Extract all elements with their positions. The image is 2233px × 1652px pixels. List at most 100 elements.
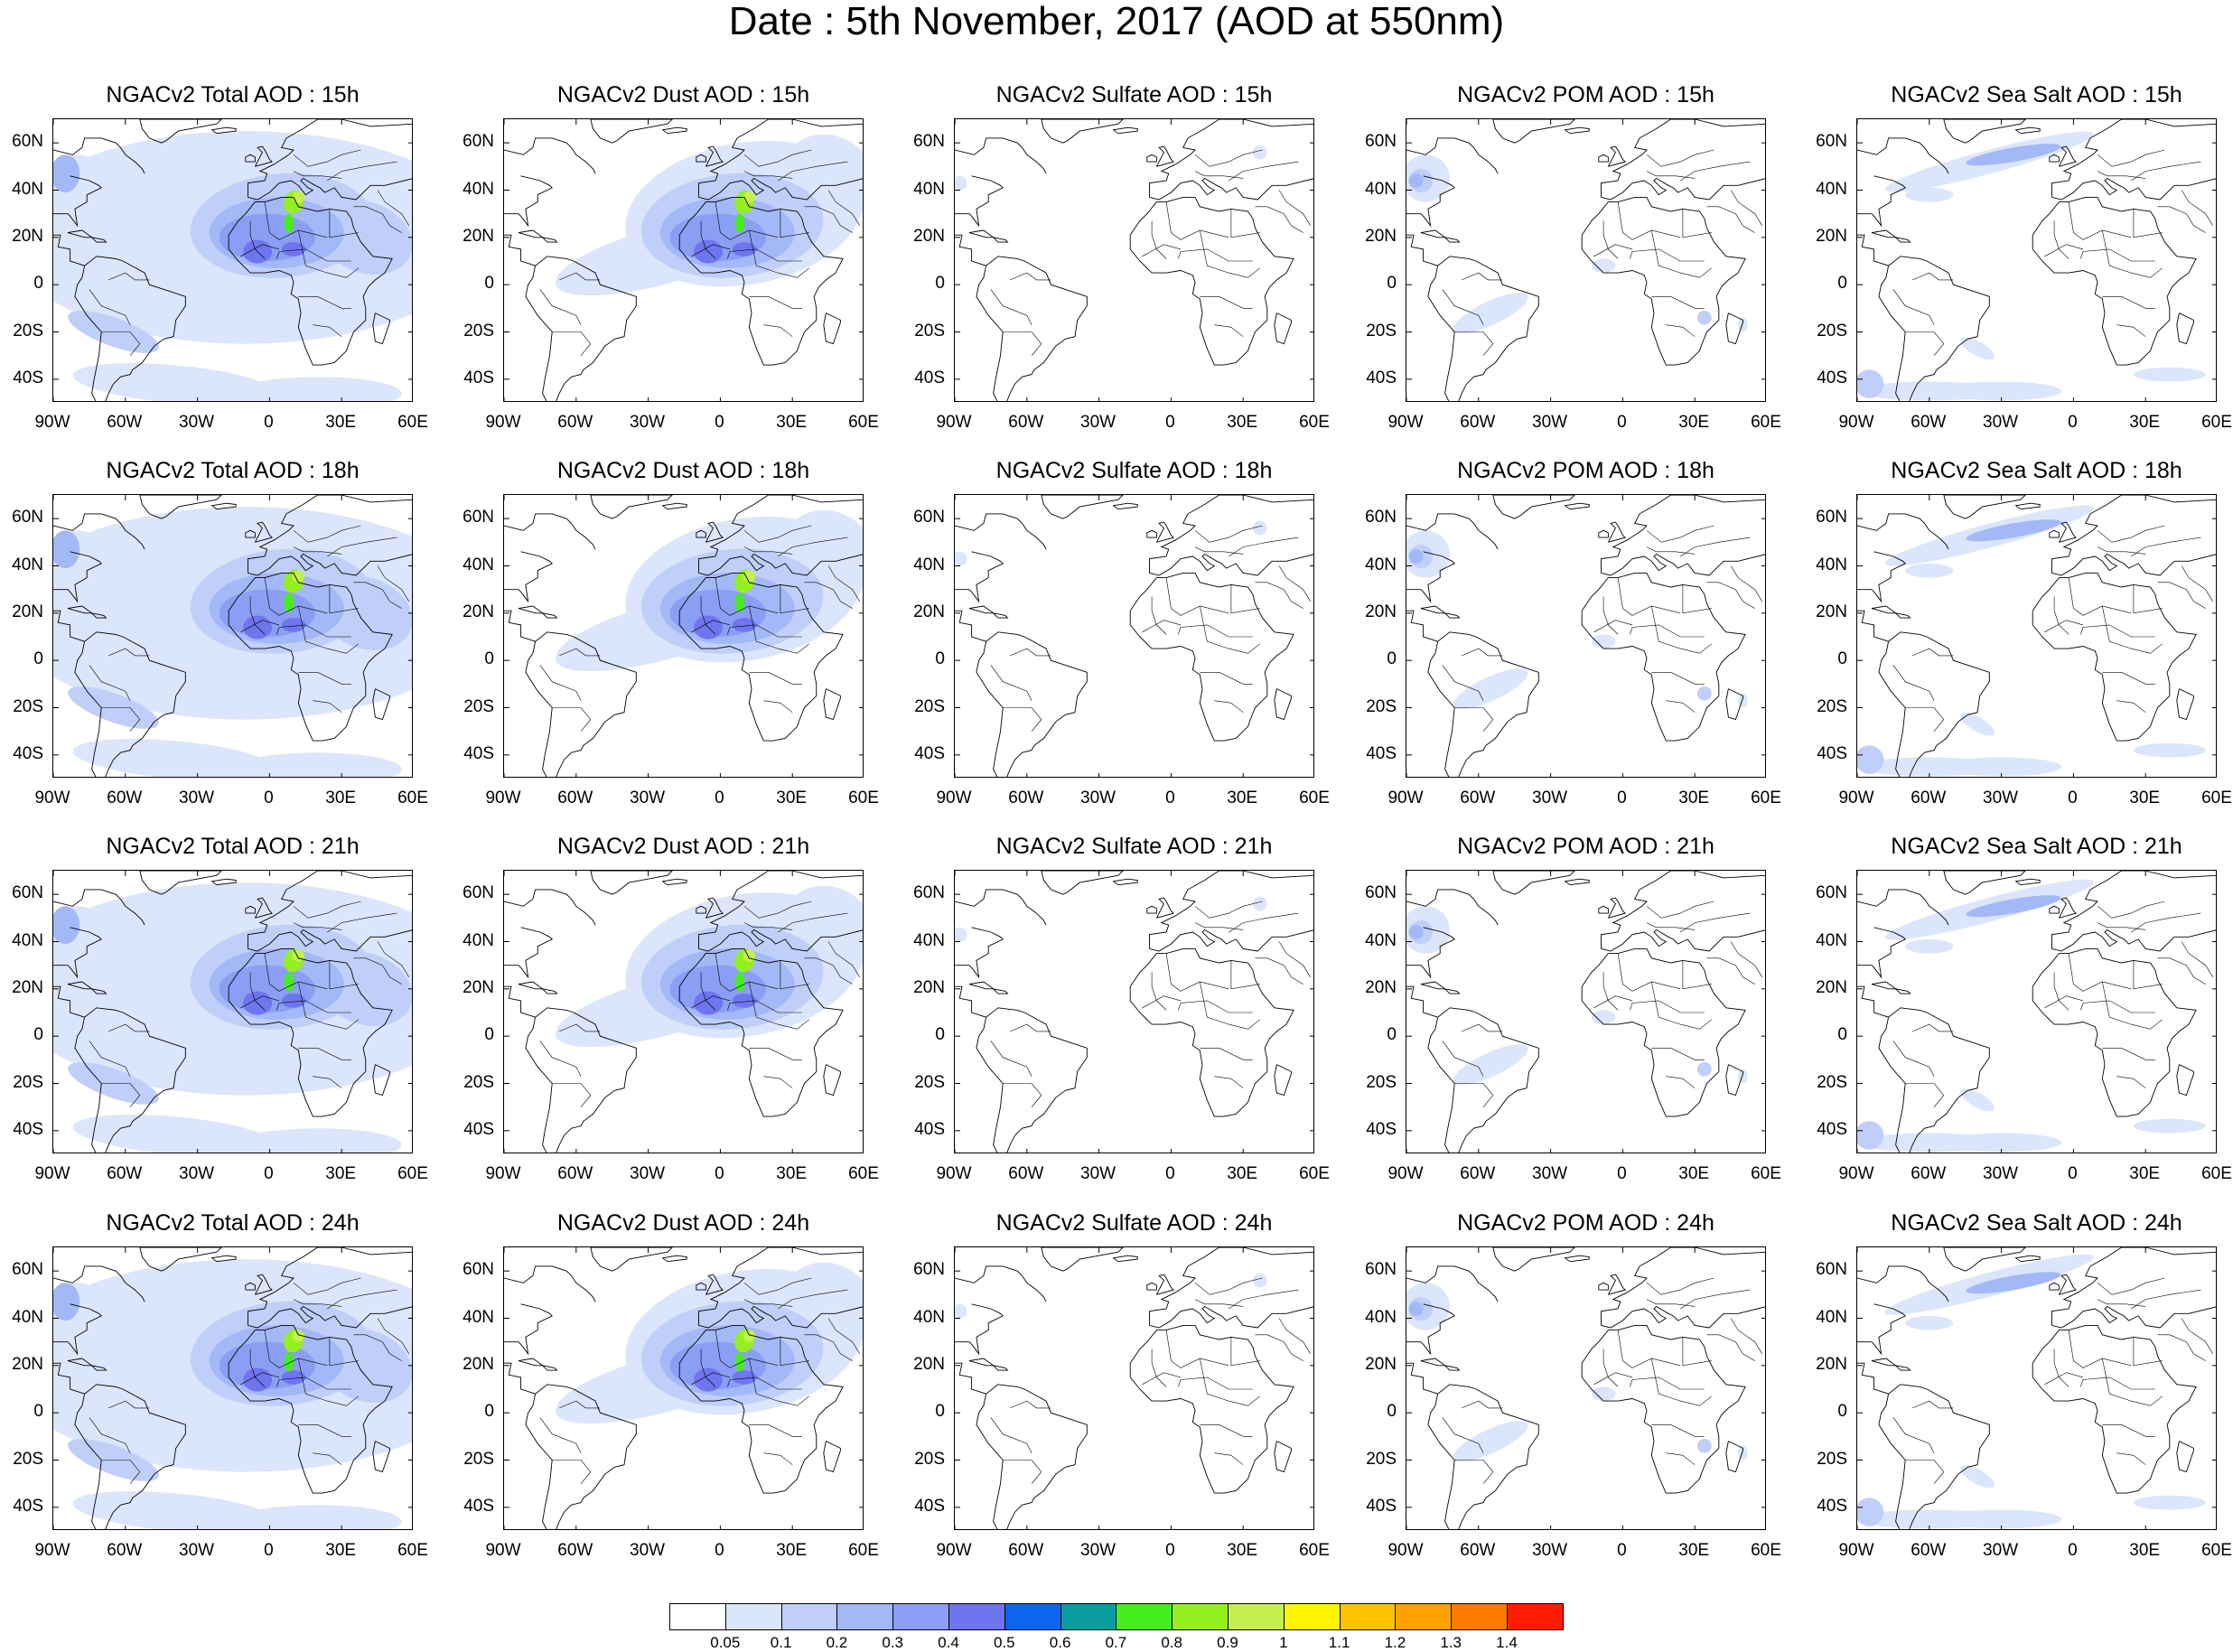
lon-tick-label: 0 <box>1165 1164 1175 1183</box>
coastline <box>1149 119 1313 201</box>
colorbar-swatch <box>1060 1603 1117 1630</box>
colorbar-swatch <box>724 1603 782 1630</box>
lat-tick-label: 20S <box>1817 321 1847 341</box>
country-border <box>1706 582 1755 609</box>
coastline <box>1581 196 1746 366</box>
lon-tick-label: 90W <box>1387 1541 1424 1560</box>
country-border <box>298 296 351 309</box>
lon-tick-label: 30W <box>1080 789 1116 807</box>
panel-title: NGACv2 Dust AOD : 15h <box>556 82 810 107</box>
colorbar-swatch <box>1395 1603 1453 1630</box>
lat-tick-label: 40S <box>914 1496 945 1516</box>
coastline <box>1420 981 1446 990</box>
country-border <box>101 707 141 732</box>
lon-tick-label: 30W <box>1080 1164 1116 1183</box>
lon-tick-label: 90W <box>485 789 521 807</box>
country-border <box>1230 1337 1260 1367</box>
country-border <box>327 537 397 557</box>
lon-tick-label: 0 <box>264 413 274 432</box>
coastline <box>67 1358 93 1367</box>
country-border <box>778 1289 848 1310</box>
lat-tick-label: 20N <box>913 226 945 246</box>
coastline <box>696 529 706 538</box>
country-border <box>313 1452 342 1465</box>
panel-title: NGACv2 Sulfate AOD : 21h <box>995 834 1273 859</box>
lon-tick-label: 30E <box>776 1541 808 1560</box>
country-border <box>1646 1277 1714 1295</box>
lat-tick-label: 60N <box>1816 1260 1847 1280</box>
lat-tick-label: 40S <box>1366 1119 1397 1139</box>
coastline <box>678 196 844 366</box>
coastline <box>976 631 1088 777</box>
lat-tick-label: 20N <box>913 977 945 997</box>
lon-tick-label: 60E <box>2201 1164 2232 1183</box>
country-border <box>1593 1372 1633 1386</box>
country-border <box>1593 620 1633 633</box>
country-border <box>2181 190 2213 226</box>
country-border <box>1178 1377 1253 1390</box>
coastline <box>1146 529 1157 538</box>
colorbar-label: 1.4 <box>1496 1634 1518 1651</box>
lat-tick-label: 60N <box>1816 132 1847 152</box>
map-panel <box>1856 494 2217 778</box>
lat-tick-label: 20N <box>462 602 494 621</box>
coastline <box>2032 1324 2197 1494</box>
lat-tick-label: 40N <box>913 179 945 199</box>
country-border <box>1278 190 1311 226</box>
coastline <box>705 521 724 543</box>
map-panel <box>52 870 413 1153</box>
lat-tick-label: 0 <box>935 649 945 669</box>
country-border <box>2044 1372 2084 1386</box>
country-border <box>298 1424 351 1437</box>
coastline <box>372 1064 390 1097</box>
coastline <box>2032 947 2197 1117</box>
country-border <box>990 665 1032 701</box>
country-border <box>1454 707 1494 732</box>
coastline <box>705 145 724 167</box>
lat-tick-label: 0 <box>1387 1402 1397 1422</box>
coastline <box>53 513 145 550</box>
country-border <box>1905 1460 1945 1484</box>
coastline <box>993 1365 1009 1371</box>
lat-tick-label: 40S <box>13 368 43 387</box>
coastline <box>590 495 673 519</box>
lat-tick-label: 20S <box>1366 696 1397 716</box>
country-border <box>1602 972 1619 1011</box>
lat-tick-label: 20N <box>1365 977 1397 997</box>
aod-map <box>53 119 412 401</box>
lon-tick-label: 60W <box>1460 413 1496 432</box>
country-border <box>1651 296 1705 309</box>
country-border <box>1194 525 1263 543</box>
lon-tick-label: 60E <box>397 789 428 807</box>
country-border <box>89 289 131 325</box>
lon-tick-label: 60E <box>1299 413 1330 432</box>
aod-contour <box>1857 745 1884 774</box>
map-panel <box>52 118 413 402</box>
country-border <box>780 209 809 238</box>
lon-tick-label: 60E <box>1751 789 1781 807</box>
lon-tick-label: 0 <box>715 413 724 432</box>
country-border <box>2116 1076 2146 1088</box>
coastline <box>504 927 553 979</box>
country-border <box>2044 620 2084 633</box>
country-border <box>1630 248 1705 262</box>
country-border <box>1442 1417 1484 1453</box>
coastline <box>698 871 863 952</box>
lon-tick-label: 60E <box>1751 1541 1781 1560</box>
country-border <box>313 1076 342 1088</box>
map-panel <box>1856 1246 2217 1530</box>
colorbar-label: 1.3 <box>1440 1634 1462 1651</box>
lat-tick-label: 60N <box>1816 508 1847 527</box>
lon-tick-label: 30W <box>630 413 666 432</box>
coastline <box>504 1303 553 1356</box>
country-border <box>552 1083 592 1107</box>
coastline <box>1581 947 1746 1117</box>
lon-tick-label: 30W <box>630 789 666 807</box>
country-border <box>539 289 582 325</box>
country-border <box>293 171 342 179</box>
country-border <box>1905 331 1945 356</box>
aod-contour <box>1453 1044 1528 1086</box>
lon-tick-label: 60W <box>557 789 593 807</box>
colorbar-label: 0.3 <box>882 1634 903 1651</box>
country-border <box>1200 1048 1253 1060</box>
